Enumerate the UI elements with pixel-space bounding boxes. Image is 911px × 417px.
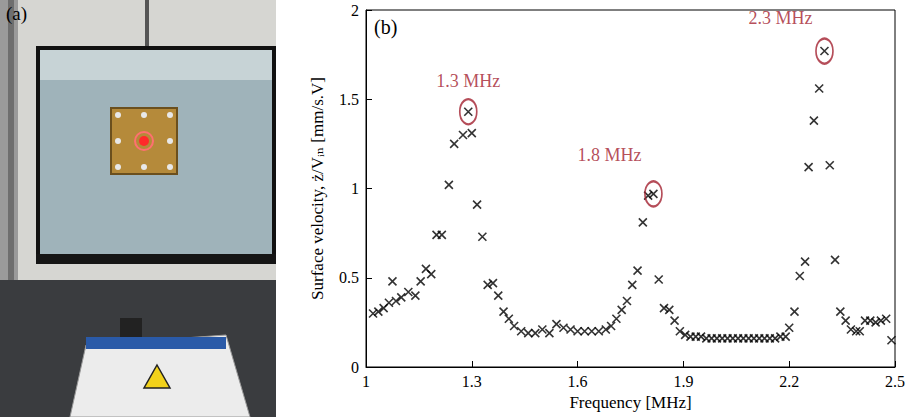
svg-text:2: 2 [351, 2, 359, 19]
svg-text:(b): (b) [374, 16, 397, 39]
svg-text:(a): (a) [6, 3, 27, 25]
svg-text:Frequency [MHz]: Frequency [MHz] [569, 393, 691, 412]
svg-text:1.3: 1.3 [462, 373, 482, 390]
svg-text:1.9: 1.9 [673, 373, 693, 390]
svg-text:1.8 MHz: 1.8 MHz [577, 145, 641, 165]
svg-text:1.6: 1.6 [568, 373, 588, 390]
svg-text:Surface velocity, ż/Vᵢₙ [mm/s.: Surface velocity, ż/Vᵢₙ [mm/s.V] [308, 77, 327, 300]
svg-text:1.5: 1.5 [339, 91, 359, 108]
svg-text:2.2: 2.2 [779, 373, 799, 390]
svg-text:0: 0 [351, 359, 359, 376]
svg-text:2.5: 2.5 [885, 373, 905, 390]
svg-text:1: 1 [351, 180, 359, 197]
svg-text:0.5: 0.5 [339, 269, 359, 286]
svg-text:1: 1 [362, 373, 370, 390]
svg-text:2.3 MHz: 2.3 MHz [748, 8, 812, 28]
svg-text:1.3 MHz: 1.3 MHz [436, 71, 500, 91]
